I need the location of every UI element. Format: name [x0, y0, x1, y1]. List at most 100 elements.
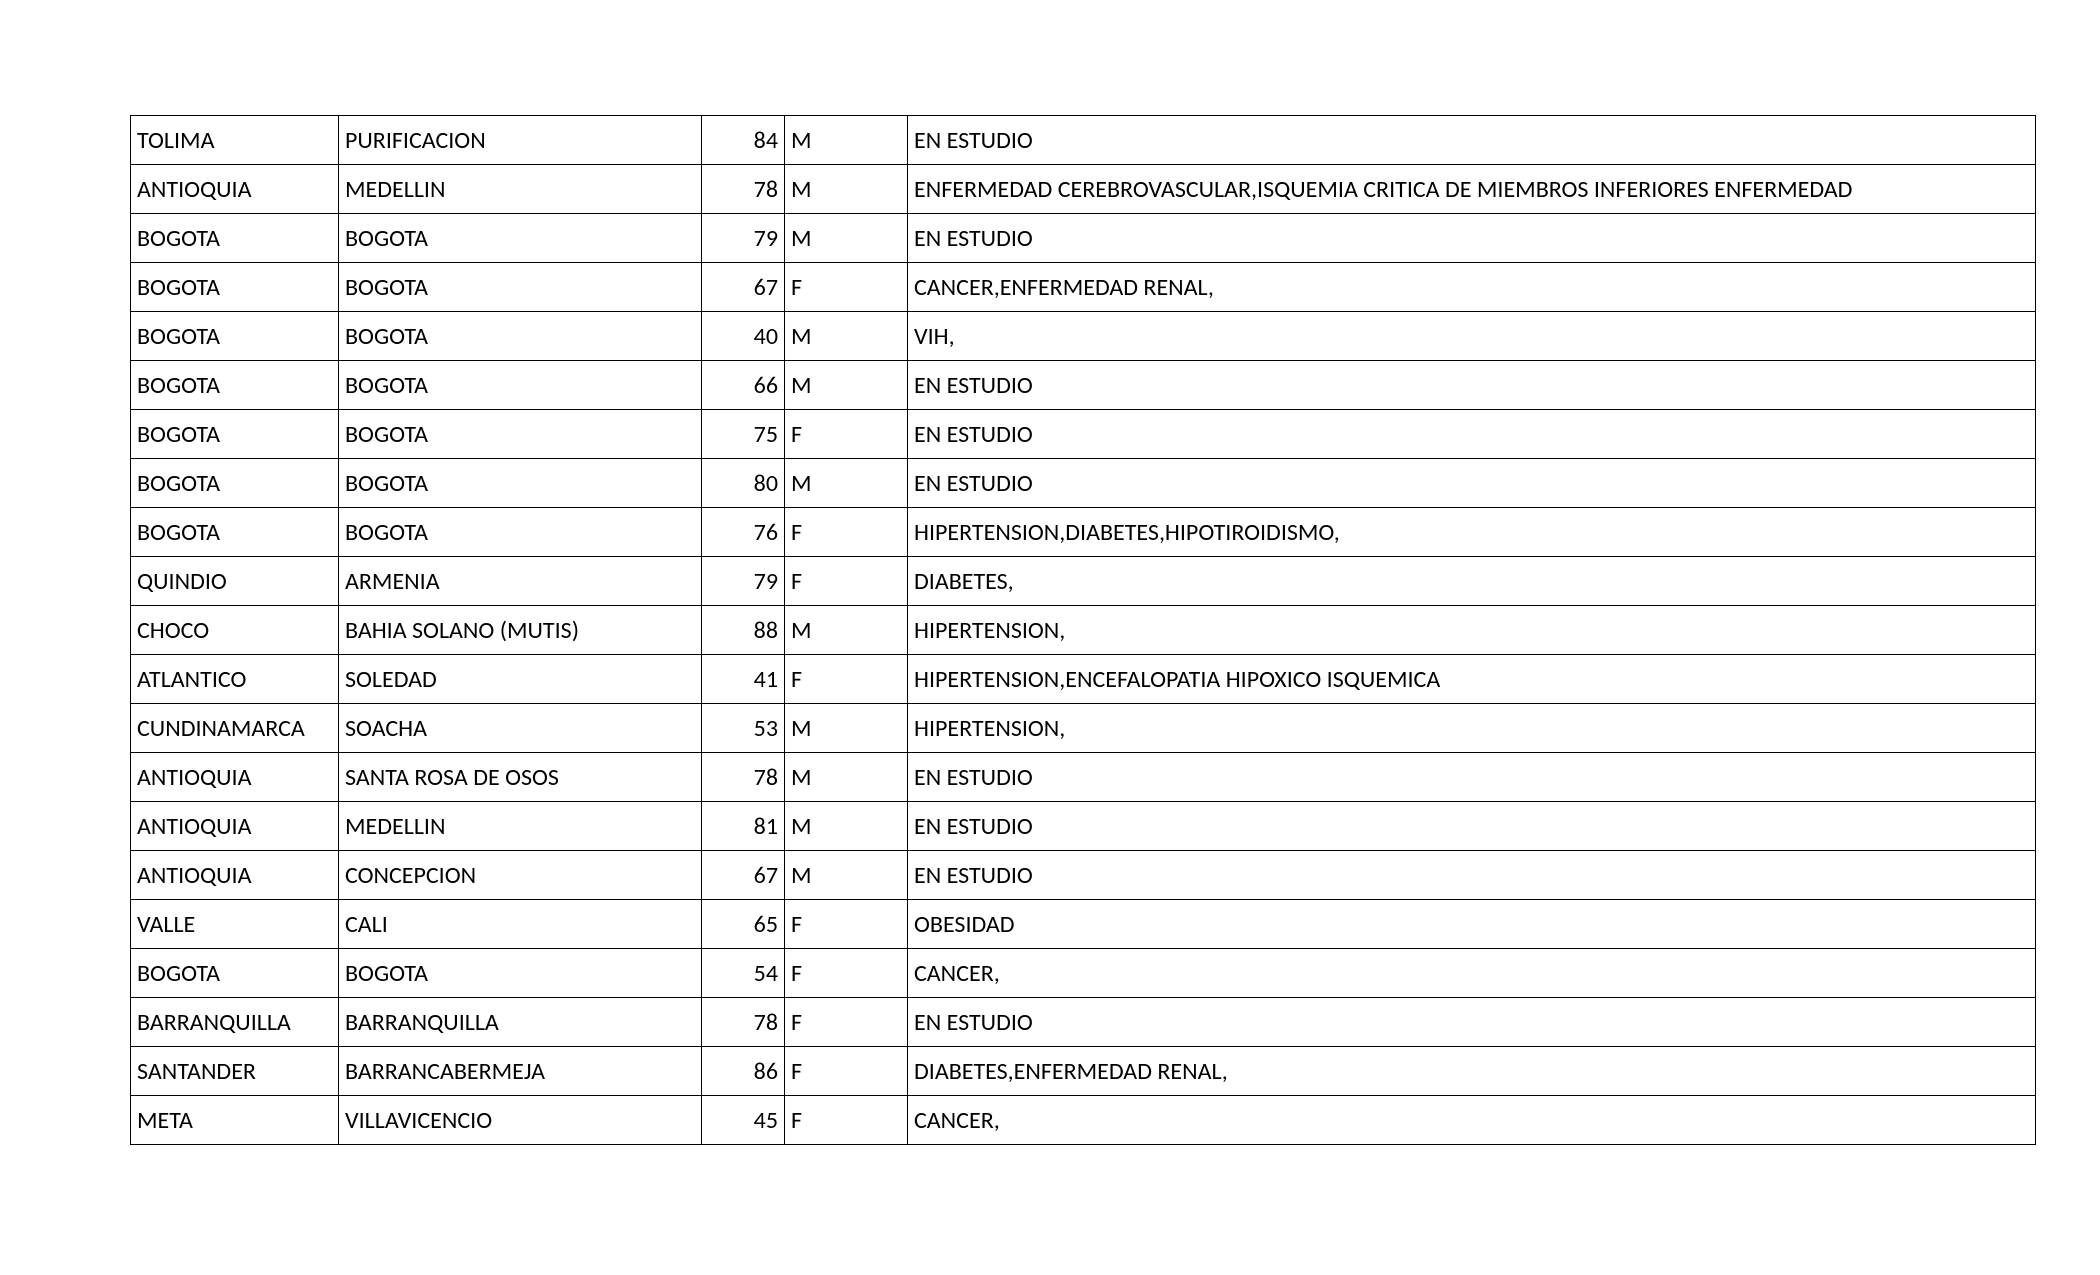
cell-age: 78 [702, 998, 785, 1047]
cell-sex: F [785, 655, 908, 704]
cell-city: BARRANQUILLA [339, 998, 702, 1047]
cell-department: BOGOTA [131, 312, 339, 361]
cell-diagnosis: EN ESTUDIO [908, 410, 2036, 459]
cell-diagnosis: HIPERTENSION, [908, 606, 2036, 655]
cell-city: PURIFICACION [339, 116, 702, 165]
table-row: QUINDIOARMENIA79FDIABETES, [131, 557, 2036, 606]
cell-age: 67 [702, 263, 785, 312]
cell-city: BOGOTA [339, 410, 702, 459]
cell-age: 65 [702, 900, 785, 949]
table-row: BARRANQUILLABARRANQUILLA78FEN ESTUDIO [131, 998, 2036, 1047]
cell-city: SOLEDAD [339, 655, 702, 704]
cell-sex: F [785, 998, 908, 1047]
cell-age: 67 [702, 851, 785, 900]
cell-diagnosis: CANCER, [908, 949, 2036, 998]
cell-age: 84 [702, 116, 785, 165]
table-row: BOGOTABOGOTA54FCANCER, [131, 949, 2036, 998]
cell-city: MEDELLIN [339, 165, 702, 214]
table-row: ANTIOQUIASANTA ROSA DE OSOS78MEN ESTUDIO [131, 753, 2036, 802]
cell-department: BOGOTA [131, 949, 339, 998]
table-row: BOGOTABOGOTA80MEN ESTUDIO [131, 459, 2036, 508]
cell-diagnosis: HIPERTENSION,ENCEFALOPATIA HIPOXICO ISQU… [908, 655, 2036, 704]
cell-sex: F [785, 557, 908, 606]
cell-sex: F [785, 410, 908, 459]
cell-age: 76 [702, 508, 785, 557]
cell-department: TOLIMA [131, 116, 339, 165]
cell-age: 78 [702, 165, 785, 214]
cell-age: 79 [702, 557, 785, 606]
table-row: BOGOTABOGOTA79MEN ESTUDIO [131, 214, 2036, 263]
cell-diagnosis: DIABETES, [908, 557, 2036, 606]
table-row: BOGOTABOGOTA66MEN ESTUDIO [131, 361, 2036, 410]
cell-age: 41 [702, 655, 785, 704]
cell-sex: F [785, 508, 908, 557]
cell-sex: F [785, 1047, 908, 1096]
cell-department: VALLE [131, 900, 339, 949]
table-row: ATLANTICOSOLEDAD41FHIPERTENSION,ENCEFALO… [131, 655, 2036, 704]
cell-department: ANTIOQUIA [131, 165, 339, 214]
cell-diagnosis: VIH, [908, 312, 2036, 361]
cell-department: CHOCO [131, 606, 339, 655]
cell-sex: M [785, 312, 908, 361]
cell-sex: F [785, 1096, 908, 1145]
cell-city: BOGOTA [339, 312, 702, 361]
cell-sex: M [785, 606, 908, 655]
cell-city: BOGOTA [339, 361, 702, 410]
table-row: BOGOTABOGOTA75FEN ESTUDIO [131, 410, 2036, 459]
cell-department: BARRANQUILLA [131, 998, 339, 1047]
cell-sex: M [785, 851, 908, 900]
cell-diagnosis: EN ESTUDIO [908, 851, 2036, 900]
cell-age: 80 [702, 459, 785, 508]
table-row: SANTANDERBARRANCABERMEJA86FDIABETES,ENFE… [131, 1047, 2036, 1096]
cell-age: 45 [702, 1096, 785, 1145]
cell-department: BOGOTA [131, 361, 339, 410]
table-row: METAVILLAVICENCIO45FCANCER, [131, 1096, 2036, 1145]
cell-department: ATLANTICO [131, 655, 339, 704]
cell-sex: M [785, 116, 908, 165]
table-row: BOGOTABOGOTA76FHIPERTENSION,DIABETES,HIP… [131, 508, 2036, 557]
cell-city: CALI [339, 900, 702, 949]
page-container: TOLIMAPURIFICACION84MEN ESTUDIOANTIOQUIA… [0, 0, 2100, 1205]
cell-city: CONCEPCION [339, 851, 702, 900]
cell-age: 86 [702, 1047, 785, 1096]
cell-diagnosis: EN ESTUDIO [908, 116, 2036, 165]
cell-department: BOGOTA [131, 214, 339, 263]
cell-city: BOGOTA [339, 459, 702, 508]
cell-city: BARRANCABERMEJA [339, 1047, 702, 1096]
cell-department: BOGOTA [131, 508, 339, 557]
cell-sex: M [785, 753, 908, 802]
cell-sex: F [785, 263, 908, 312]
cell-department: BOGOTA [131, 263, 339, 312]
cell-department: SANTANDER [131, 1047, 339, 1096]
table-row: ANTIOQUIAMEDELLIN81MEN ESTUDIO [131, 802, 2036, 851]
cell-diagnosis: CANCER, [908, 1096, 2036, 1145]
cell-age: 79 [702, 214, 785, 263]
cell-sex: M [785, 704, 908, 753]
cell-city: BOGOTA [339, 508, 702, 557]
cell-age: 66 [702, 361, 785, 410]
table-row: CUNDINAMARCASOACHA53MHIPERTENSION, [131, 704, 2036, 753]
cell-department: META [131, 1096, 339, 1145]
cell-diagnosis: EN ESTUDIO [908, 753, 2036, 802]
cell-diagnosis: EN ESTUDIO [908, 214, 2036, 263]
cell-department: CUNDINAMARCA [131, 704, 339, 753]
cell-department: ANTIOQUIA [131, 851, 339, 900]
cell-age: 54 [702, 949, 785, 998]
cell-diagnosis: EN ESTUDIO [908, 361, 2036, 410]
table-row: ANTIOQUIAMEDELLIN78MENFERMEDAD CEREBROVA… [131, 165, 2036, 214]
cell-city: BOGOTA [339, 214, 702, 263]
cell-sex: F [785, 900, 908, 949]
cell-diagnosis: EN ESTUDIO [908, 802, 2036, 851]
cell-diagnosis: CANCER,ENFERMEDAD RENAL, [908, 263, 2036, 312]
cell-sex: M [785, 165, 908, 214]
table-row: BOGOTABOGOTA40MVIH, [131, 312, 2036, 361]
cell-department: BOGOTA [131, 459, 339, 508]
cell-sex: M [785, 214, 908, 263]
cell-diagnosis: ENFERMEDAD CEREBROVASCULAR,ISQUEMIA CRIT… [908, 165, 2036, 214]
cell-age: 75 [702, 410, 785, 459]
cell-diagnosis: EN ESTUDIO [908, 998, 2036, 1047]
cell-sex: M [785, 802, 908, 851]
table-row: CHOCOBAHIA SOLANO (MUTIS)88MHIPERTENSION… [131, 606, 2036, 655]
cell-city: BAHIA SOLANO (MUTIS) [339, 606, 702, 655]
cell-diagnosis: OBESIDAD [908, 900, 2036, 949]
